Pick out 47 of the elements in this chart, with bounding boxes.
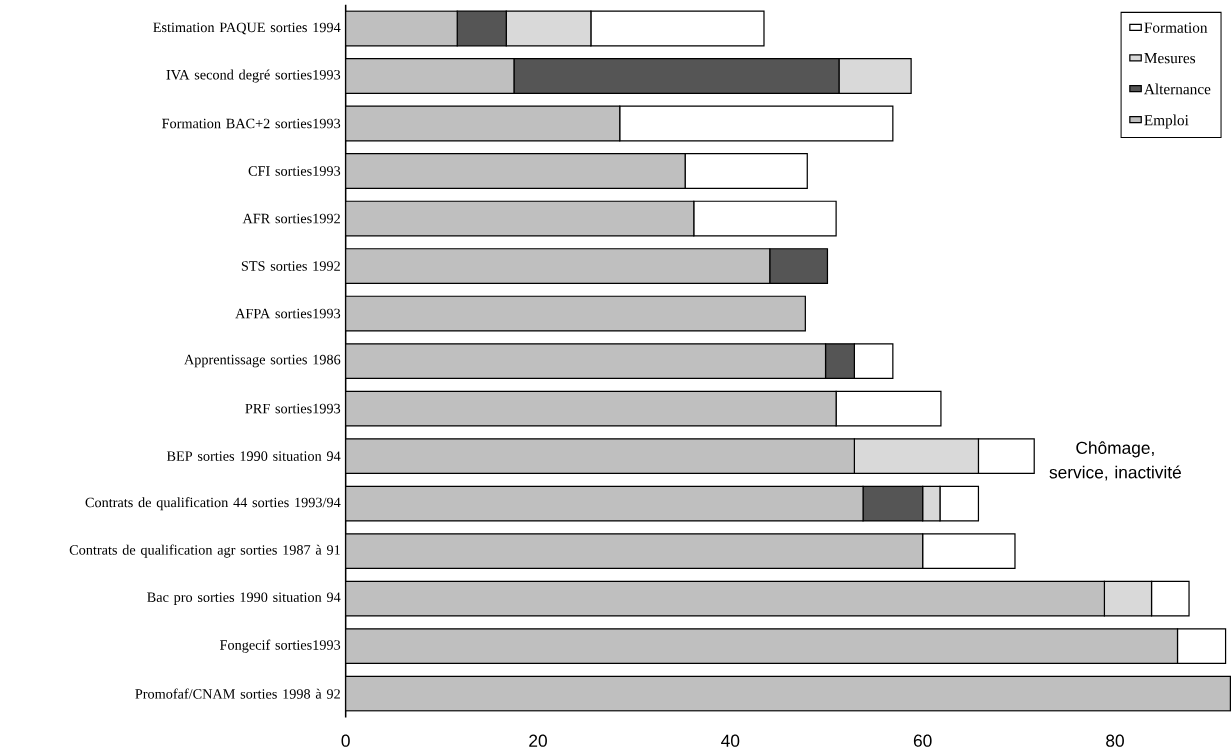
bar — [345, 485, 864, 522]
annotation: Chômage, service, inactivité — [1049, 441, 1181, 481]
y-tick-label: IVA second degré sorties1993 — [166, 69, 341, 83]
y-tick-label: Bac pro sorties 1990 situation 94 — [147, 592, 341, 606]
bar — [345, 153, 686, 190]
bar — [693, 200, 837, 237]
bar — [345, 675, 1231, 712]
y-tick-label: Apprentissage sorties 1986 — [184, 355, 341, 368]
bar — [1176, 628, 1227, 665]
bar — [345, 295, 806, 332]
y-tick-label: PRF sorties1993 — [245, 404, 341, 414]
y-tick-label: Formation BAC+2 sorties1993 — [162, 118, 341, 129]
legend-label: Formation — [1144, 22, 1208, 34]
x-tick-label: 40 — [721, 734, 740, 748]
x-tick-label: 80 — [1106, 734, 1124, 748]
bar — [345, 10, 458, 47]
bar — [345, 105, 621, 142]
bar — [345, 628, 1179, 665]
legend-label: Emploi — [1144, 114, 1189, 129]
bar — [922, 533, 1016, 570]
bar — [345, 343, 827, 380]
bar — [619, 105, 894, 142]
y-tick-label: BEP sorties 1990 situation 94 — [166, 451, 341, 462]
y-tick-label: Fongecif sorties1993 — [219, 639, 341, 653]
bar — [684, 153, 808, 190]
bar — [345, 58, 515, 95]
y-tick-label: Contrats de qualification 44 sorties 1993/94 — [85, 497, 341, 511]
bar — [345, 533, 924, 570]
y-tick-label: Promofaf/CNAM sorties 1998 à 92 — [135, 688, 340, 699]
x-tick-label: 60 — [913, 734, 932, 748]
bar — [345, 390, 837, 427]
y-tick-label: CFI sorties1993 — [248, 166, 341, 177]
bar — [345, 438, 855, 475]
bar — [835, 390, 942, 427]
bar — [345, 248, 771, 285]
bar — [769, 248, 829, 285]
x-tick-label: 20 — [529, 734, 547, 748]
bar — [345, 580, 1106, 617]
y-tick-label: Estimation PAQUE sorties 1994 — [153, 22, 341, 35]
legend-label: Alternance — [1144, 83, 1211, 95]
y-tick-label: AFPA sorties1993 — [235, 308, 341, 319]
x-tick-label: 0 — [341, 734, 350, 748]
bar — [345, 200, 695, 237]
y-tick-label: Contrats de qualification agr sorties 1987 à 91 — [69, 544, 340, 558]
y-tick-label: STS sorties 1992 — [241, 261, 340, 272]
legend-label: Mesures — [1144, 53, 1196, 64]
y-tick-label: AFR sorties1992 — [242, 213, 340, 224]
